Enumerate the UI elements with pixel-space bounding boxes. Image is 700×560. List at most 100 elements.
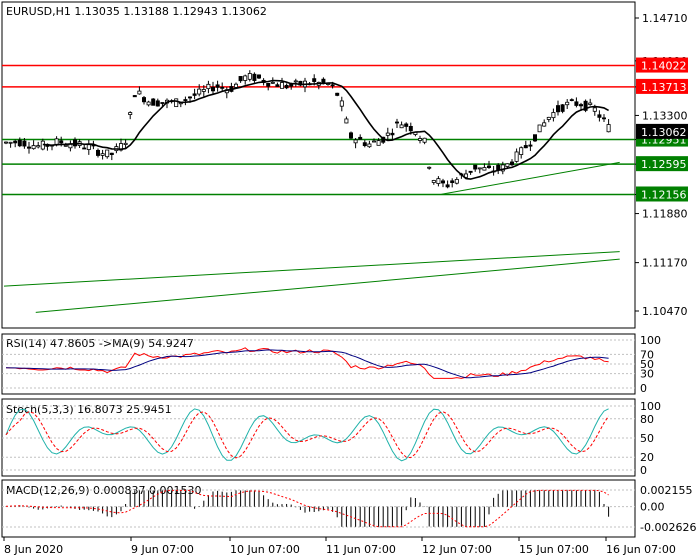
- candle-body: [509, 161, 514, 166]
- stoch-tick-label: 80: [640, 413, 654, 426]
- stoch-series-line: [5, 411, 610, 459]
- level-label: 1.13713: [641, 81, 687, 94]
- macd-tick-label: 0.00: [640, 501, 665, 514]
- candle-body: [31, 145, 36, 150]
- candle-body: [17, 139, 22, 147]
- candle-body: [551, 112, 556, 119]
- candle-body: [247, 73, 252, 80]
- candle-body: [36, 145, 41, 148]
- level-label-bg: [636, 186, 688, 202]
- candle-body: [192, 93, 197, 96]
- candle-body: [151, 98, 156, 106]
- candle-body: [362, 142, 367, 147]
- candle-body: [454, 179, 459, 184]
- candle-body: [238, 76, 243, 82]
- candle-body: [293, 80, 298, 83]
- candle-body: [128, 112, 133, 115]
- candle-body: [597, 114, 602, 118]
- level-label-bg: [636, 156, 688, 172]
- candle-body: [284, 84, 289, 89]
- rsi-tick-label: 0: [640, 382, 647, 395]
- level-label: 1.14022: [641, 60, 687, 73]
- rsi-series-line: [5, 349, 609, 379]
- candle-body: [201, 89, 206, 92]
- rsi-tick-label: 100: [640, 334, 661, 347]
- price-tick-label: 1.10470: [642, 305, 688, 318]
- moving-average-line: [42, 79, 609, 180]
- time-tick-label: 9 Jun 07:00: [131, 543, 194, 556]
- candle-body: [353, 139, 358, 144]
- level-label: 1.12156: [641, 188, 687, 201]
- candle-body: [408, 125, 413, 132]
- price-tick-label: 1.14710: [642, 12, 688, 25]
- candle-body: [256, 74, 261, 79]
- candle-body: [367, 143, 372, 148]
- candle-body: [73, 139, 78, 147]
- candle-body: [440, 180, 445, 184]
- candle-body: [505, 163, 510, 167]
- candle-body: [344, 118, 349, 124]
- candle-body: [358, 136, 363, 140]
- current-price-label: 1.13062: [641, 126, 687, 139]
- stoch-tick-label: 50: [640, 432, 654, 445]
- macd-layer: 0.002155 0.00 -0.002626: [2, 484, 696, 534]
- candle-body: [132, 95, 137, 98]
- macd-tick-label: -0.002626: [640, 521, 696, 534]
- rsi-tick-label: 30: [640, 368, 654, 381]
- candle-body: [220, 86, 225, 89]
- candle-body: [574, 101, 579, 106]
- stoch-tick-label: 100: [640, 400, 661, 413]
- macd-signal-line: [5, 489, 609, 528]
- candle-body: [312, 78, 317, 82]
- candle-body: [496, 164, 501, 171]
- candle-body: [588, 102, 593, 105]
- candle-body: [330, 84, 335, 87]
- candle-body: [141, 97, 146, 103]
- candle-body: [523, 145, 528, 149]
- price-tick-label: 1.13300: [642, 109, 688, 122]
- candle-body: [22, 140, 27, 147]
- candle-body: [606, 124, 611, 133]
- candle-body: [542, 122, 547, 127]
- candle-body: [123, 142, 128, 145]
- stoch-tick-label: 0: [640, 464, 647, 477]
- level-label-bg: [636, 57, 688, 73]
- candle-body: [339, 100, 344, 107]
- time-tick-label: 15 Jun 07:00: [519, 543, 589, 556]
- stoch-header: Stoch(5,3,3) 16.8073 25.9451: [6, 403, 172, 416]
- candle-body: [556, 105, 561, 113]
- time-tick-label: 11 Jun 07:00: [326, 543, 396, 556]
- candle-body: [371, 140, 376, 143]
- candle-body: [105, 149, 110, 158]
- candle-body: [376, 140, 381, 146]
- candle-body: [436, 178, 441, 184]
- candle-body: [560, 104, 565, 112]
- candle-body: [450, 180, 455, 184]
- candle-body: [528, 144, 533, 147]
- candle-body: [514, 151, 519, 162]
- rsi-header: RSI(14) 47.8605 ->MA(9) 54.9247: [6, 337, 194, 350]
- candle-body: [579, 104, 584, 107]
- candle-body: [197, 88, 202, 95]
- candle-body: [321, 78, 326, 83]
- candle-body: [477, 167, 482, 170]
- candle-body: [592, 107, 597, 112]
- candle-body: [473, 164, 478, 170]
- candle-body: [533, 134, 538, 142]
- candle-body: [427, 166, 432, 169]
- candle-body: [252, 73, 257, 81]
- time-tick-label: 12 Jun 07:00: [422, 543, 492, 556]
- candle-body: [215, 84, 220, 88]
- candle-body: [394, 121, 399, 124]
- candle-body: [183, 99, 188, 101]
- candle-body: [463, 173, 468, 178]
- candle-body: [404, 123, 409, 127]
- candle-body: [86, 144, 91, 150]
- candle-body: [174, 98, 179, 108]
- price-tick-label: 1.11880: [642, 208, 688, 221]
- candle-body: [546, 116, 551, 120]
- candle-body: [96, 149, 101, 156]
